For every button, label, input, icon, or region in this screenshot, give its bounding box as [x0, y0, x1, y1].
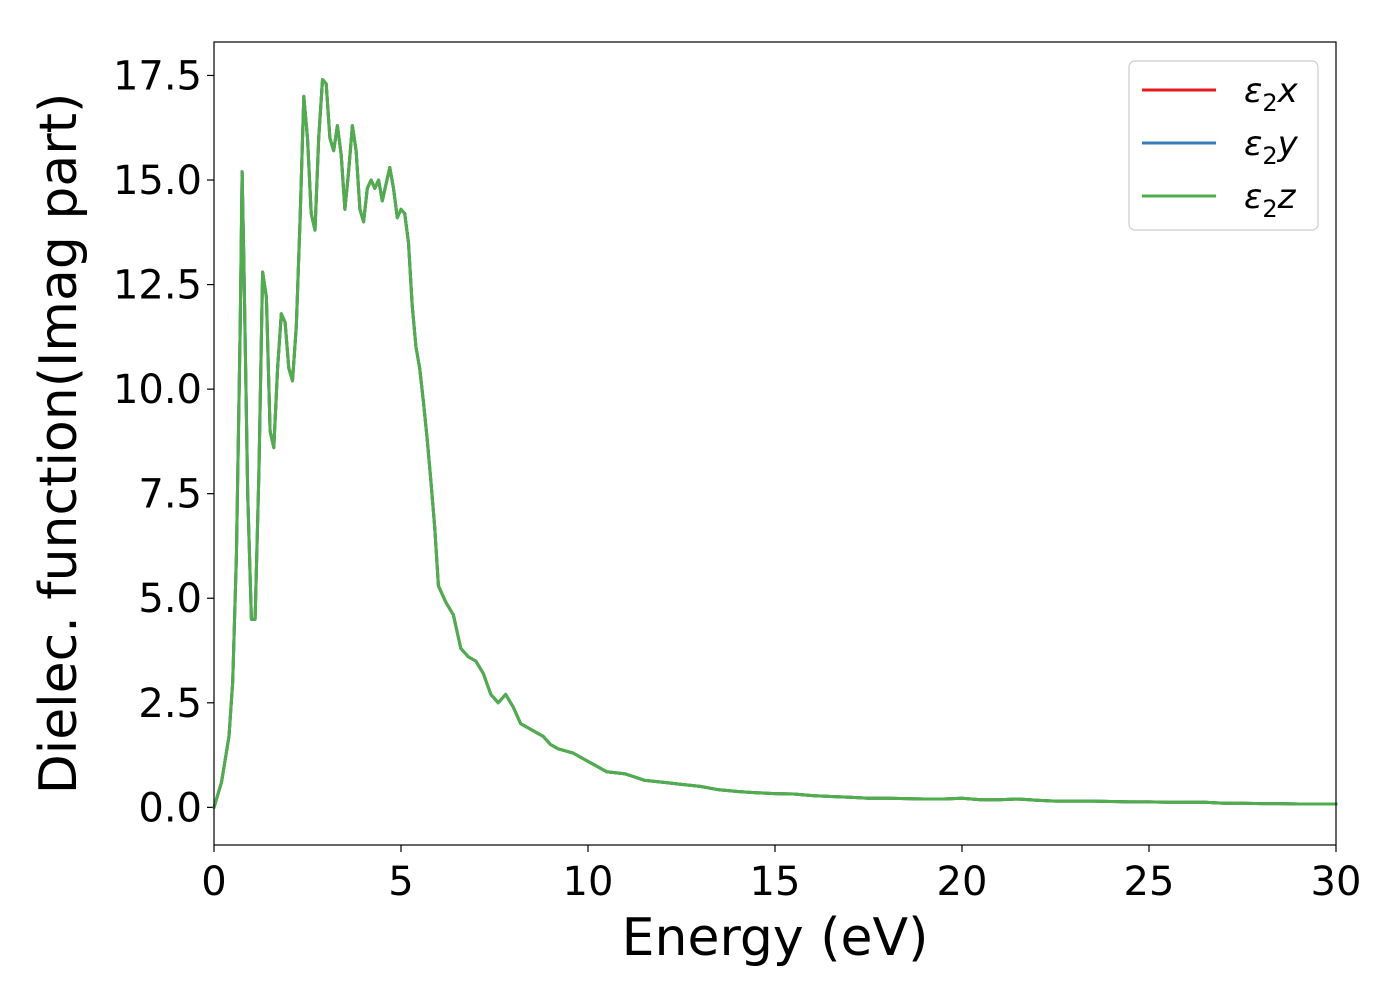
legend-variable: y	[1277, 124, 1299, 164]
y-tick-label: 2.5	[138, 681, 202, 727]
y-tick-label: 10.0	[113, 367, 202, 413]
legend-variable: x	[1277, 71, 1299, 111]
x-tick-label: 25	[1124, 859, 1175, 905]
legend-variable: z	[1277, 177, 1297, 217]
x-tick-label: 30	[1311, 859, 1362, 905]
y-tick-label: 7.5	[138, 472, 202, 518]
series-line-z	[212, 78, 1338, 809]
x-tick-label: 20	[937, 859, 988, 905]
x-tick-label: 15	[750, 859, 801, 905]
series-lines	[212, 78, 1338, 809]
legend-label: ε2z	[1244, 177, 1297, 223]
axis-ticks: 0 5 10 15 20 25 30 0.0 2.5 5.0 7.5 10.0 12.5 15.0 17.5	[113, 53, 1362, 905]
x-tick-label: 5	[388, 859, 413, 905]
legend-symbol: ε	[1244, 124, 1262, 164]
legend-subscript: 2	[1262, 195, 1277, 223]
legend-subscript: 2	[1262, 89, 1277, 117]
y-tick-label: 12.5	[113, 263, 202, 309]
legend-symbol: ε	[1244, 71, 1262, 111]
plot-frame	[213, 41, 1337, 846]
legend-box	[1128, 60, 1319, 231]
legend-label: ε2x	[1244, 71, 1299, 117]
legend-symbol: ε	[1244, 177, 1262, 217]
y-tick-label: 17.5	[113, 53, 202, 99]
x-tick-label: 10	[563, 859, 614, 905]
y-tick-label: 0.0	[138, 785, 202, 831]
x-axis-label: Energy (eV)	[622, 908, 929, 968]
legend-label: ε2y	[1244, 124, 1299, 170]
x-tick-label: 0	[201, 859, 226, 905]
y-tick-label: 15.0	[113, 158, 202, 204]
y-tick-label: 5.0	[138, 576, 202, 622]
legend-subscript: 2	[1262, 142, 1277, 170]
y-axis-label: Dielec. function(Imag part)	[29, 93, 89, 795]
